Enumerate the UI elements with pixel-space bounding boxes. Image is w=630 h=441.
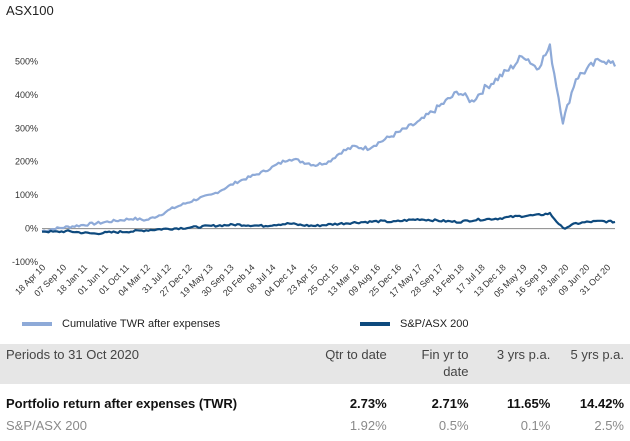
legend-item-benchmark: S&P/ASX 200 bbox=[360, 318, 469, 330]
y-tick-label: 0% bbox=[25, 224, 38, 234]
table-header-finyr: Fin yr to date bbox=[392, 344, 475, 384]
table-header-3yr: 3 yrs p.a. bbox=[474, 344, 557, 384]
table-row-benchmark: S&P/ASX 200 1.92% 0.5% 0.1% 2.5% bbox=[0, 414, 630, 436]
chart-area: ASX100 -100% 0% 100% 200% 300% 400% 500% 18 Apr… bbox=[6, 3, 617, 330]
y-tick-label: 100% bbox=[15, 190, 38, 200]
table-header-5yr: 5 yrs p.a. bbox=[556, 344, 630, 384]
y-tick-label: 300% bbox=[15, 123, 38, 133]
series-line-twr bbox=[41, 43, 617, 233]
cell-twr-qtr: 2.73% bbox=[349, 395, 387, 411]
legend-swatch-benchmark bbox=[360, 322, 390, 326]
series-line-benchmark bbox=[42, 211, 616, 236]
cell-bm-3yr: 0.1% bbox=[520, 417, 551, 433]
legend-label-twr: Cumulative TWR after expenses bbox=[62, 318, 221, 330]
y-tick-label: -100% bbox=[12, 257, 38, 267]
cell-twr-3yr: 11.65% bbox=[506, 395, 551, 411]
legend-item-twr: Cumulative TWR after expenses bbox=[22, 318, 220, 330]
chart-title: ASX100 bbox=[6, 3, 54, 18]
cell-bm-qtr: 1.92% bbox=[349, 417, 387, 433]
cell-twr-finyr: 2.71% bbox=[431, 395, 469, 411]
y-tick-label: 400% bbox=[15, 90, 38, 100]
table-header-row: Periods to 31 Oct 2020 Qtr to date Fin y… bbox=[0, 344, 630, 384]
row-label-benchmark: S&P/ASX 200 bbox=[6, 417, 87, 433]
performance-table: Periods to 31 Oct 2020 Qtr to date Fin y… bbox=[0, 344, 630, 436]
y-tick-label: 500% bbox=[15, 56, 38, 66]
cell-bm-5yr: 2.5% bbox=[594, 417, 624, 433]
table-header-qtr: Qtr to date bbox=[319, 344, 393, 384]
legend-label-benchmark: S&P/ASX 200 bbox=[400, 318, 469, 330]
cell-twr-5yr: 14.42% bbox=[579, 395, 624, 411]
table-row-twr: Portfolio return after expenses (TWR) 2.… bbox=[0, 392, 630, 414]
y-tick-label: 200% bbox=[15, 157, 38, 167]
table-header-period: Periods to 31 Oct 2020 bbox=[0, 344, 320, 384]
row-label-twr: Portfolio return after expenses (TWR) bbox=[6, 395, 238, 411]
legend-swatch-twr bbox=[22, 322, 52, 326]
cell-bm-finyr: 0.5% bbox=[438, 417, 469, 433]
